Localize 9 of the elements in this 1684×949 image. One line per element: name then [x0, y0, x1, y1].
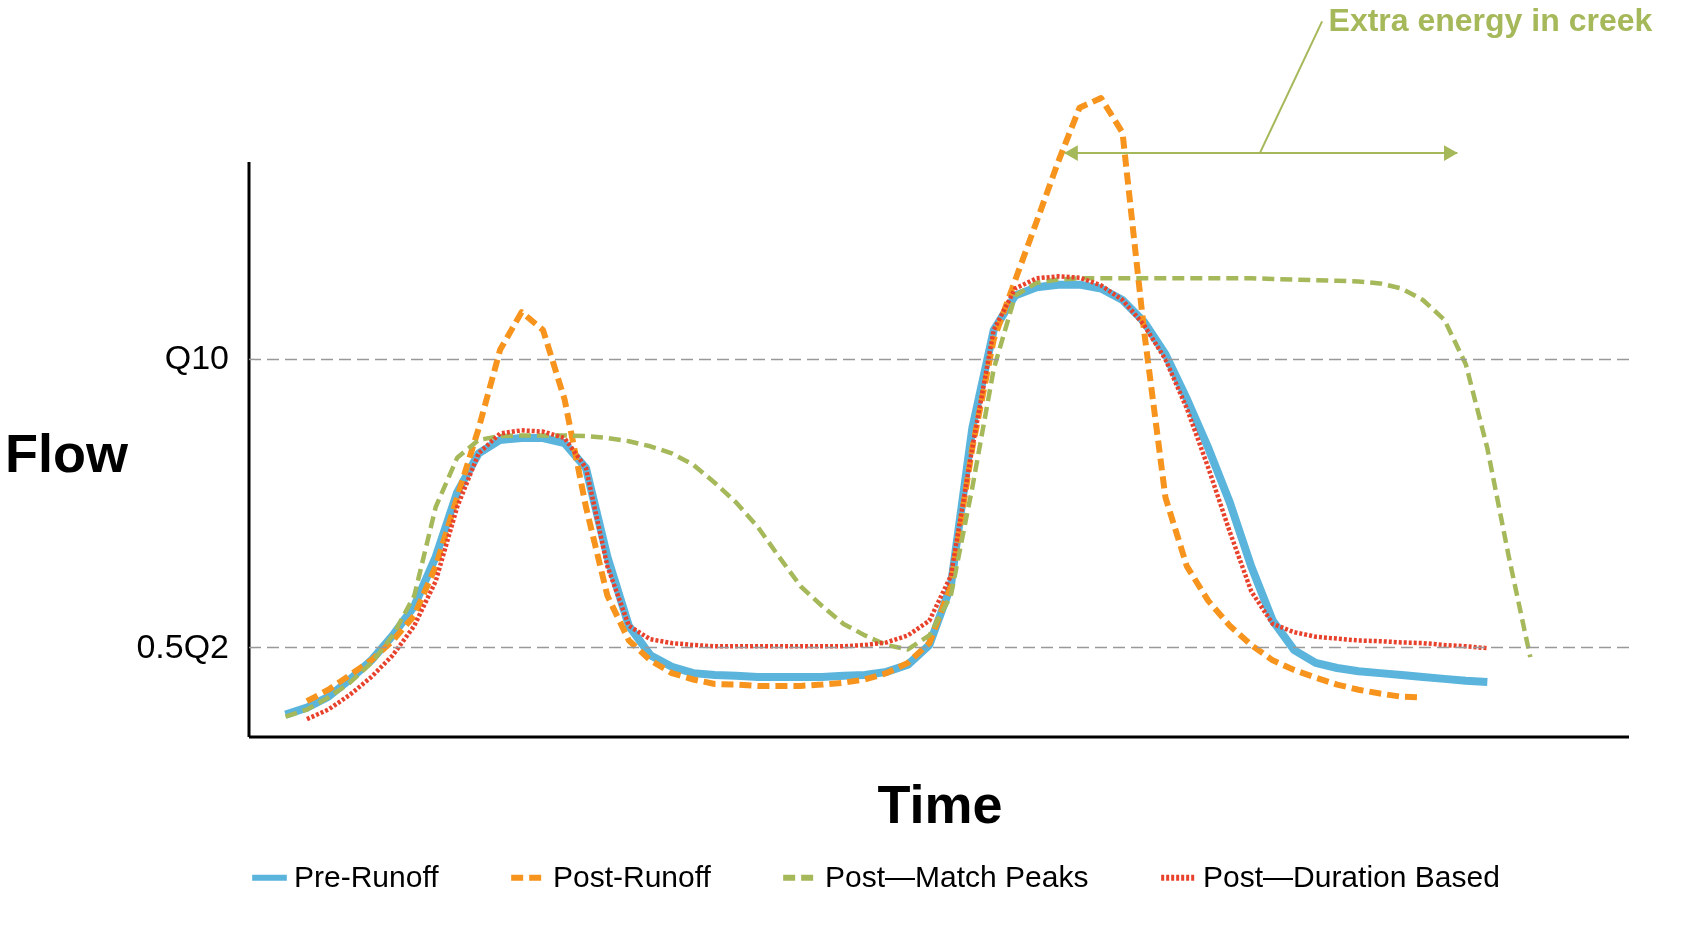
ref-line-label: Q10 [164, 338, 229, 377]
text: Extra energy in creek [1328, 2, 1653, 39]
y-axis-title: Flow [5, 422, 130, 483]
legend-label: Post—Duration Based [1203, 859, 1500, 893]
legend-label: Post-Runoff [553, 859, 712, 893]
ref-line-label: 0.5Q2 [136, 626, 229, 665]
legend-label: Pre-Runoff [294, 859, 440, 893]
x-axis-title: Time [877, 774, 1003, 835]
legend-label: Post—Match Peaks [825, 859, 1089, 893]
